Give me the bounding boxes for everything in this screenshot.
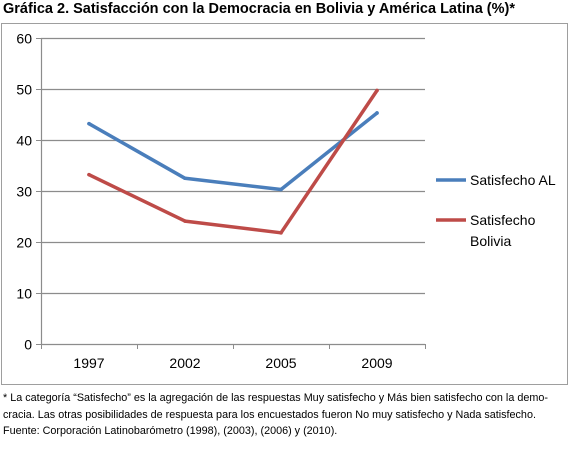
page-title: Gráfica 2. Satisfacción con la Democraci… — [3, 1, 515, 17]
y-tick-label-10: 10 — [16, 286, 32, 302]
x-tick-label-2002: 2002 — [169, 355, 200, 371]
legend-label-1: Satisfecho AL — [470, 172, 556, 188]
chart-frame: 0 10 20 30 40 50 60 1997 2002 2005 2009 Satisfecho … — [1, 23, 568, 385]
data-point-s1-1997 — [87, 121, 91, 126]
series-line-1 — [87, 111, 379, 192]
footnote-line-2: cracia. Las otras posibilidades de respu… — [3, 408, 536, 421]
data-point-s2-1997 — [87, 172, 91, 177]
y-tick-label-30: 30 — [16, 184, 32, 200]
y-tick-label-20: 20 — [16, 235, 32, 251]
data-point-s2-2009 — [375, 88, 379, 93]
data-point-s2-2002 — [183, 219, 187, 223]
series-line-2 — [87, 88, 379, 235]
footnote: * La categoría “Satisfecho” es la agrega… — [3, 390, 569, 440]
y-tick-label-60: 60 — [16, 31, 32, 47]
y-tick-label-50: 50 — [16, 82, 32, 98]
footnote-line-1: * La categoría “Satisfecho” es la agrega… — [3, 392, 548, 404]
y-tick-label-40: 40 — [16, 133, 32, 149]
line-chart: 0 10 20 30 40 50 60 1997 2002 2005 2009 Satisfecho … — [16, 31, 556, 372]
x-tick-label-2009: 2009 — [361, 355, 392, 371]
footnote-line-3: Fuente: Corporación Latinobarómetro (199… — [3, 425, 338, 437]
x-tick-label-2005: 2005 — [265, 355, 296, 371]
data-point-s1-2005 — [279, 187, 283, 192]
data-point-s1-2002 — [183, 176, 187, 181]
data-point-s2-2005 — [279, 231, 283, 235]
y-tick-label-0: 0 — [24, 337, 32, 353]
x-tick-label-1997: 1997 — [73, 355, 104, 371]
data-point-s1-2009 — [375, 111, 379, 115]
legend-label-2: Satisfecho Bolivia — [470, 212, 536, 249]
